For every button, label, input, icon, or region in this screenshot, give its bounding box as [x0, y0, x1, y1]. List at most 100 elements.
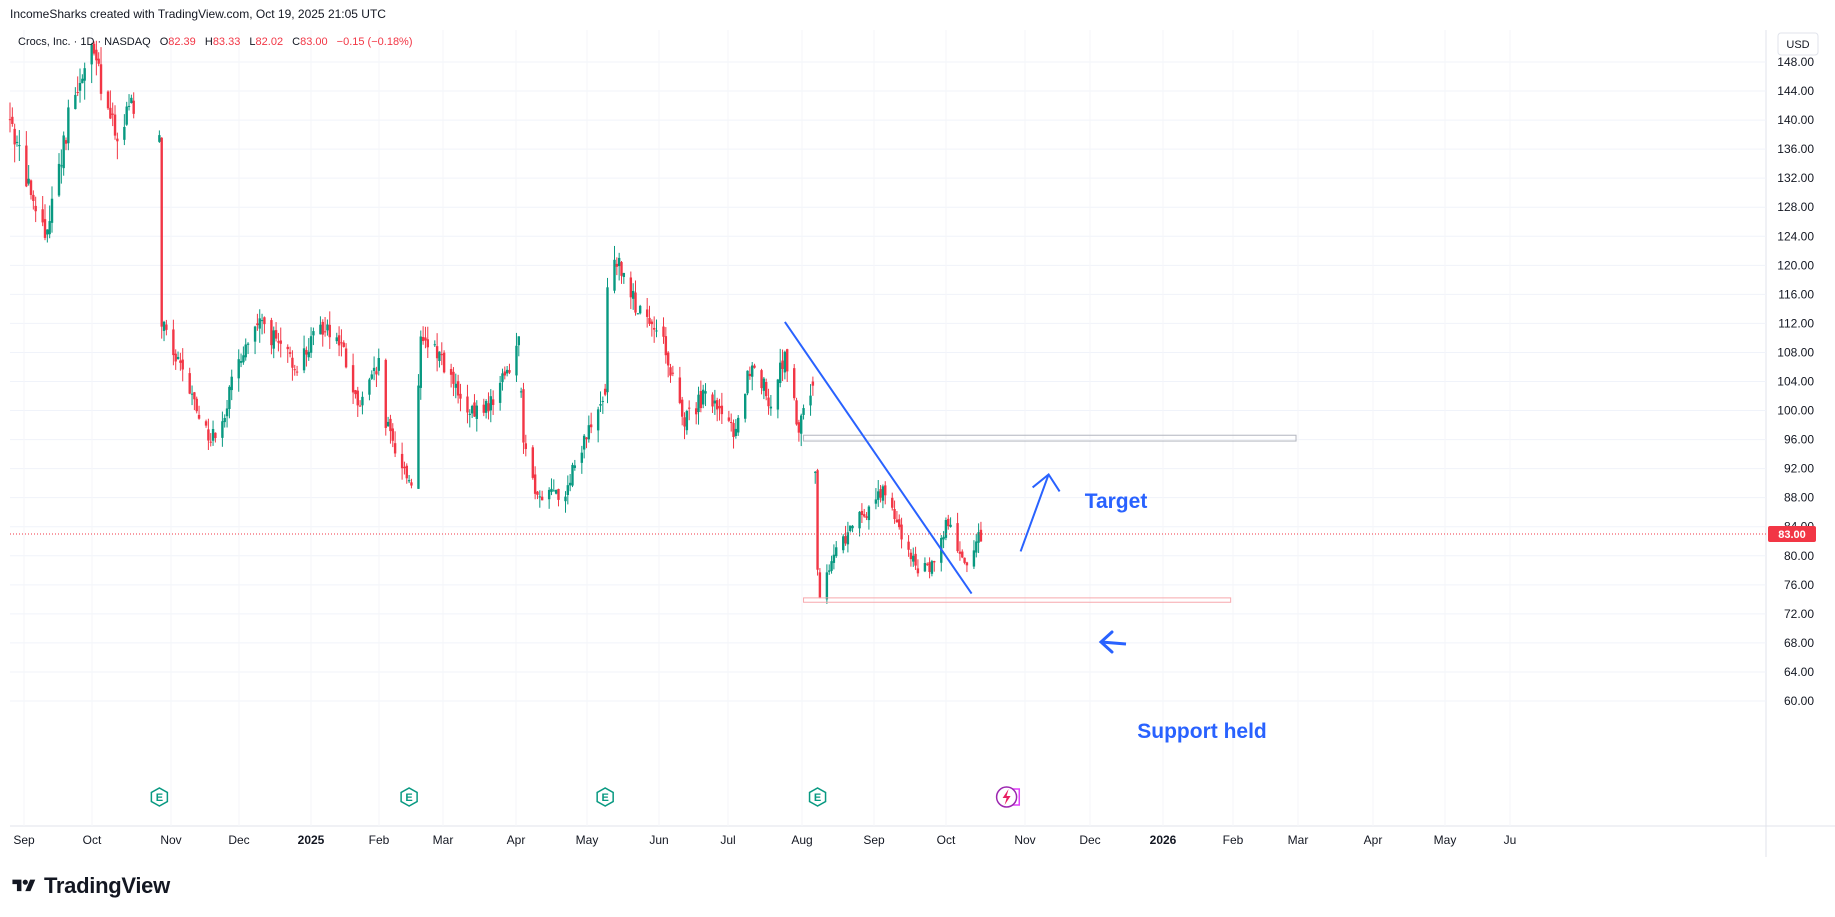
candle[interactable] — [557, 488, 560, 507]
target-arrow[interactable] — [1019, 472, 1061, 552]
candle[interactable] — [293, 364, 296, 376]
candle[interactable] — [636, 312, 640, 315]
candle[interactable] — [109, 90, 112, 120]
candle[interactable] — [729, 413, 733, 432]
candle[interactable] — [793, 364, 796, 401]
candle[interactable] — [176, 351, 180, 360]
candle[interactable] — [515, 332, 518, 382]
candle[interactable] — [638, 304, 642, 315]
candle[interactable] — [197, 405, 201, 420]
candle[interactable] — [410, 478, 413, 489]
candle[interactable] — [230, 369, 233, 401]
candle[interactable] — [123, 114, 126, 146]
candle[interactable] — [762, 377, 766, 400]
candle[interactable] — [631, 283, 635, 310]
candle[interactable] — [60, 149, 63, 184]
candle[interactable] — [765, 378, 768, 401]
candle[interactable] — [795, 397, 798, 426]
candle[interactable] — [786, 348, 789, 382]
candle[interactable] — [393, 431, 397, 458]
candle[interactable] — [253, 325, 257, 355]
event-markers[interactable]: EEEEE — [150, 786, 1021, 808]
candle[interactable] — [27, 165, 30, 186]
candle[interactable] — [337, 326, 341, 357]
candle[interactable] — [874, 488, 878, 510]
candle[interactable] — [606, 277, 609, 404]
candle[interactable] — [76, 76, 79, 97]
candle[interactable] — [734, 419, 738, 439]
candle[interactable] — [181, 348, 184, 382]
candle[interactable] — [113, 105, 117, 140]
candle[interactable] — [694, 402, 698, 425]
candle[interactable] — [503, 366, 507, 380]
candle[interactable] — [711, 392, 714, 413]
candle[interactable] — [538, 490, 542, 508]
candle[interactable] — [748, 366, 752, 380]
candle[interactable] — [573, 459, 577, 471]
candle[interactable] — [505, 366, 509, 377]
candle[interactable] — [898, 514, 901, 530]
candle[interactable] — [596, 406, 600, 443]
candle[interactable] — [732, 419, 735, 449]
candle[interactable] — [587, 415, 591, 443]
candle[interactable] — [832, 544, 836, 570]
candle[interactable] — [223, 414, 226, 428]
candle[interactable] — [650, 319, 654, 337]
candle[interactable] — [680, 396, 684, 426]
candle[interactable] — [193, 391, 196, 411]
candle[interactable] — [629, 271, 633, 310]
candle[interactable] — [585, 437, 588, 449]
candle[interactable] — [769, 394, 773, 416]
candle[interactable] — [589, 412, 593, 434]
candle[interactable] — [975, 533, 978, 558]
candle[interactable] — [309, 327, 313, 358]
candle[interactable] — [435, 333, 439, 372]
candle[interactable] — [239, 353, 243, 368]
candle[interactable] — [802, 404, 805, 420]
candle[interactable] — [211, 420, 215, 446]
candle[interactable] — [685, 409, 689, 435]
candle[interactable] — [814, 471, 817, 484]
candle[interactable] — [81, 74, 84, 84]
candle[interactable] — [620, 260, 623, 284]
candle[interactable] — [753, 363, 756, 369]
candle[interactable] — [849, 525, 852, 533]
candle[interactable] — [783, 350, 787, 380]
candle[interactable] — [916, 559, 920, 577]
candle[interactable] — [160, 137, 163, 339]
candle[interactable] — [599, 391, 602, 413]
candle[interactable] — [687, 400, 691, 421]
candle[interactable] — [736, 415, 740, 436]
candle[interactable] — [372, 356, 376, 381]
candle[interactable] — [972, 540, 976, 570]
candle[interactable] — [846, 521, 850, 553]
candle[interactable] — [214, 432, 217, 443]
candle[interactable] — [781, 349, 784, 382]
candle[interactable] — [554, 489, 558, 495]
candle[interactable] — [884, 481, 887, 505]
candle[interactable] — [132, 92, 135, 119]
candle[interactable] — [452, 367, 455, 397]
candle[interactable] — [961, 549, 964, 559]
candle[interactable] — [456, 374, 460, 404]
candle[interactable] — [116, 132, 119, 160]
candle[interactable] — [111, 102, 114, 127]
candle[interactable] — [190, 385, 194, 406]
candle[interactable] — [893, 500, 896, 524]
candle[interactable] — [613, 245, 616, 294]
candle[interactable] — [258, 309, 261, 343]
candle[interactable] — [508, 363, 511, 375]
price-axis[interactable]: 148.00 144.00 140.00 136.00 132.00 128.00 124.… — [1777, 55, 1814, 708]
candle[interactable] — [41, 196, 44, 227]
candle[interactable] — [18, 130, 21, 161]
candle[interactable] — [895, 510, 899, 523]
candle[interactable] — [580, 445, 584, 474]
candle[interactable] — [130, 94, 133, 104]
candle[interactable] — [260, 313, 264, 335]
candle[interactable] — [865, 512, 868, 521]
candle[interactable] — [858, 511, 861, 537]
candle[interactable] — [92, 41, 96, 56]
candle[interactable] — [386, 416, 390, 427]
candle[interactable] — [949, 517, 952, 528]
candle[interactable] — [566, 475, 570, 505]
